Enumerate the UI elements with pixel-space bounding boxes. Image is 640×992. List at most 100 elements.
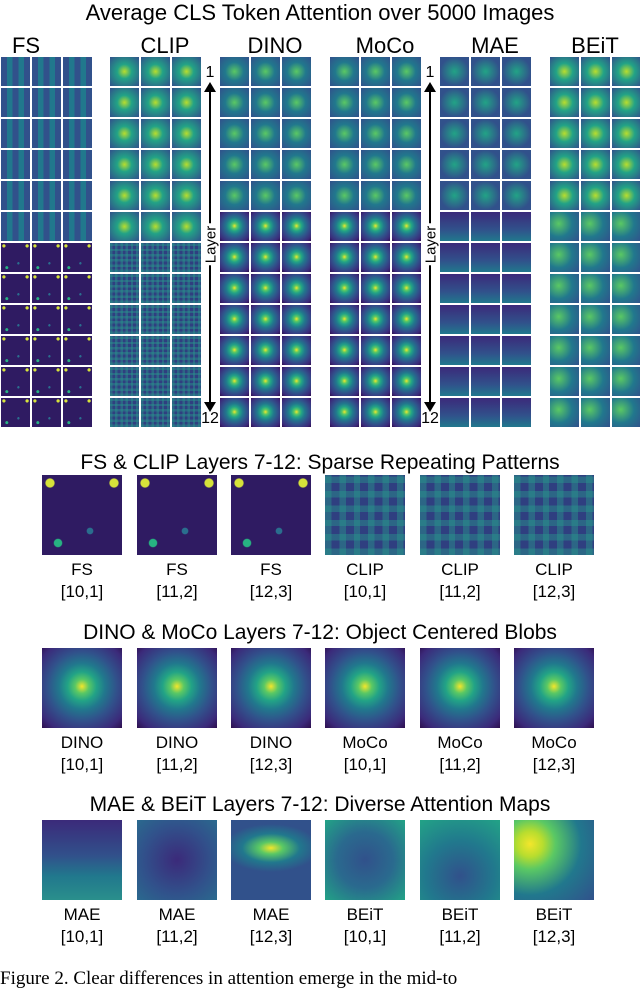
attention-tile [392,57,421,86]
arrow-down-icon [424,402,436,412]
attention-tile [32,212,61,241]
attention-tile [502,181,531,210]
attention-tile [220,336,249,365]
attention-tile [63,150,92,179]
attention-tile [110,212,139,241]
attention-tile [141,150,170,179]
attention-tile [141,398,170,427]
map-model-label: FS [71,560,93,579]
attention-tile [63,398,92,427]
attention-tile [440,119,469,148]
attention-tile [471,181,500,210]
panel-title-dino-moco: DINO & MoCo Layers 7-12: Object Centered… [83,621,557,644]
attention-tile [172,305,201,334]
attention-tile [612,119,640,148]
attention-tile [1,119,30,148]
attention-tile [282,150,311,179]
attention-tile [251,57,280,86]
map-model-label: CLIP [346,560,384,579]
attention-map-dino [42,648,122,728]
attention-tile [502,243,531,272]
attention-tile [1,88,30,117]
attention-tile [172,367,201,396]
attention-tile [172,150,201,179]
attention-tile [32,243,61,272]
attention-tile [581,305,610,334]
attention-tile [110,243,139,272]
attention-tile [502,212,531,241]
attention-tile [32,336,61,365]
attention-tile [330,398,359,427]
attention-map-fs [42,475,122,555]
attention-tile [502,88,531,117]
attention-map-dino [231,648,311,728]
attention-tile [612,305,640,334]
attention-tile [330,150,359,179]
attention-tile [1,243,30,272]
attention-tile [110,336,139,365]
attention-tile [172,398,201,427]
panel-title-mae-beit: MAE & BEiT Layers 7-12: Diverse Attentio… [89,793,551,816]
attention-tile [220,119,249,148]
attention-map-beit [420,820,500,900]
attention-map-mae [231,820,311,900]
attention-tile [141,57,170,86]
attention-tile [220,181,249,210]
attention-tile [550,367,579,396]
attention-tile [440,212,469,241]
map-index-label: [10,1] [60,582,104,601]
attention-tile [172,119,201,148]
attention-tile [1,150,30,179]
attention-tile [32,305,61,334]
attention-tile [251,243,280,272]
layer-start-label-left: 1 [205,64,215,81]
attention-tile [361,88,390,117]
attention-tile [172,212,201,241]
attention-tile [172,336,201,365]
attention-tile [141,336,170,365]
attention-tile [330,181,359,210]
attention-tile [392,181,421,210]
map-model-label: DINO [60,733,104,752]
attention-tile [502,398,531,427]
attention-tile [63,119,92,148]
attention-tile [110,150,139,179]
attention-tile [63,88,92,117]
attention-tile [220,212,249,241]
attention-tile [361,274,390,303]
attention-tile [612,274,640,303]
attention-tile [392,305,421,334]
attention-tile [251,119,280,148]
map-model-label: FS [260,560,282,579]
attention-tile [251,398,280,427]
map-index-label: [12,3] [249,927,293,946]
model-label-fs: FS [11,33,41,58]
arrow-down-icon [204,402,216,412]
attention-tile [361,119,390,148]
attention-map-mae [42,820,122,900]
layer-axis-label-left: Layer [202,223,220,266]
attention-tile [330,212,359,241]
attention-tile [550,212,579,241]
attention-tile [141,305,170,334]
attention-tile [172,274,201,303]
attention-tile [392,367,421,396]
attention-tile [440,274,469,303]
model-label-clip: CLIP [140,33,190,58]
map-index-label: [10,1] [343,755,387,774]
attention-tile [141,367,170,396]
attention-tile [550,119,579,148]
attention-tile [550,243,579,272]
attention-tile [282,119,311,148]
attention-tile [361,398,390,427]
attention-tile [282,274,311,303]
map-index-label: [12,3] [249,582,293,601]
attention-tile [581,367,610,396]
attention-tile [172,57,201,86]
attention-tile [1,57,30,86]
attention-tile [1,367,30,396]
attention-tile [471,398,500,427]
attention-tile [282,367,311,396]
attention-tile [502,305,531,334]
attention-tile [110,398,139,427]
